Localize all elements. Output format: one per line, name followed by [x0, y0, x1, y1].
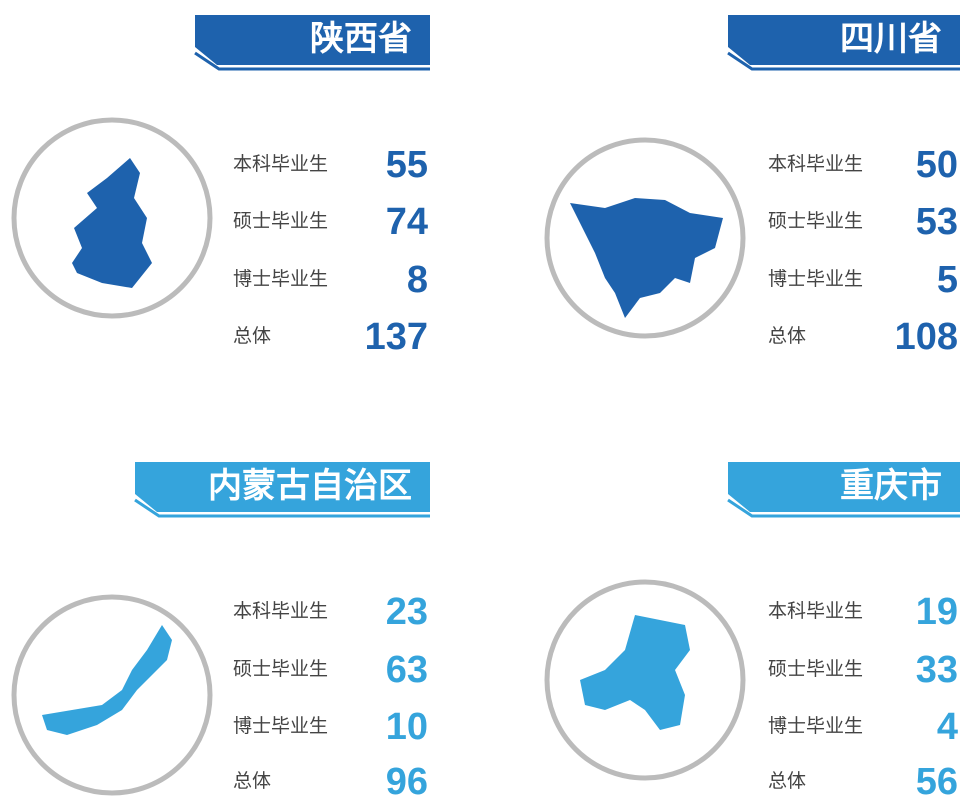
- map-ring: [11, 117, 213, 319]
- row-label: 本科毕业生: [233, 600, 328, 622]
- row-label: 总体: [233, 770, 271, 792]
- title-banner: [728, 15, 960, 65]
- row-value: 74: [386, 201, 428, 243]
- map-ring: [544, 137, 746, 339]
- row-label: 本科毕业生: [768, 153, 863, 175]
- map-ring: [544, 579, 746, 781]
- province-name: 重庆市: [840, 466, 942, 505]
- row-value: 5: [937, 259, 958, 301]
- province-map: [580, 615, 690, 730]
- row-value: 137: [365, 316, 428, 358]
- row-label: 博士毕业生: [768, 268, 863, 290]
- row-label: 博士毕业生: [768, 715, 863, 737]
- row-value: 50: [916, 144, 958, 186]
- row-label: 总体: [768, 325, 806, 347]
- province-name: 陕西省: [310, 20, 412, 58]
- row-label: 总体: [768, 770, 806, 792]
- row-label: 博士毕业生: [233, 715, 328, 737]
- row-value: 4: [937, 706, 958, 748]
- province-name: 内蒙古自治区: [208, 467, 412, 505]
- row-value: 63: [386, 649, 428, 691]
- title-banner: [135, 462, 430, 512]
- row-value: 23: [386, 591, 428, 633]
- row-label: 本科毕业生: [768, 600, 863, 622]
- row-label: 硕士毕业生: [768, 210, 863, 232]
- row-label: 硕士毕业生: [233, 210, 328, 232]
- banner-fold: [134, 498, 430, 518]
- row-value: 8: [407, 259, 428, 301]
- row-label: 本科毕业生: [233, 153, 328, 175]
- row-value: 10: [386, 706, 428, 748]
- row-value: 53: [916, 201, 958, 243]
- title-banner: [728, 462, 960, 512]
- title-banner: [195, 15, 430, 65]
- province-map: [72, 158, 152, 288]
- province-map: [42, 625, 172, 735]
- province-name: 四川省: [840, 20, 942, 58]
- map-ring: [11, 594, 213, 796]
- row-label: 硕士毕业生: [233, 658, 328, 680]
- row-value: 55: [386, 144, 428, 186]
- row-value: 19: [916, 591, 958, 633]
- row-label: 硕士毕业生: [768, 658, 863, 680]
- row-value: 96: [386, 761, 428, 796]
- row-value: 56: [916, 761, 958, 796]
- row-label: 博士毕业生: [233, 268, 328, 290]
- row-value: 33: [916, 649, 958, 691]
- province-map: [570, 198, 723, 318]
- banner-fold: [194, 51, 430, 71]
- row-label: 总体: [233, 325, 271, 347]
- banner-fold: [727, 498, 960, 518]
- banner-fold: [727, 51, 960, 71]
- row-value: 108: [895, 316, 958, 358]
